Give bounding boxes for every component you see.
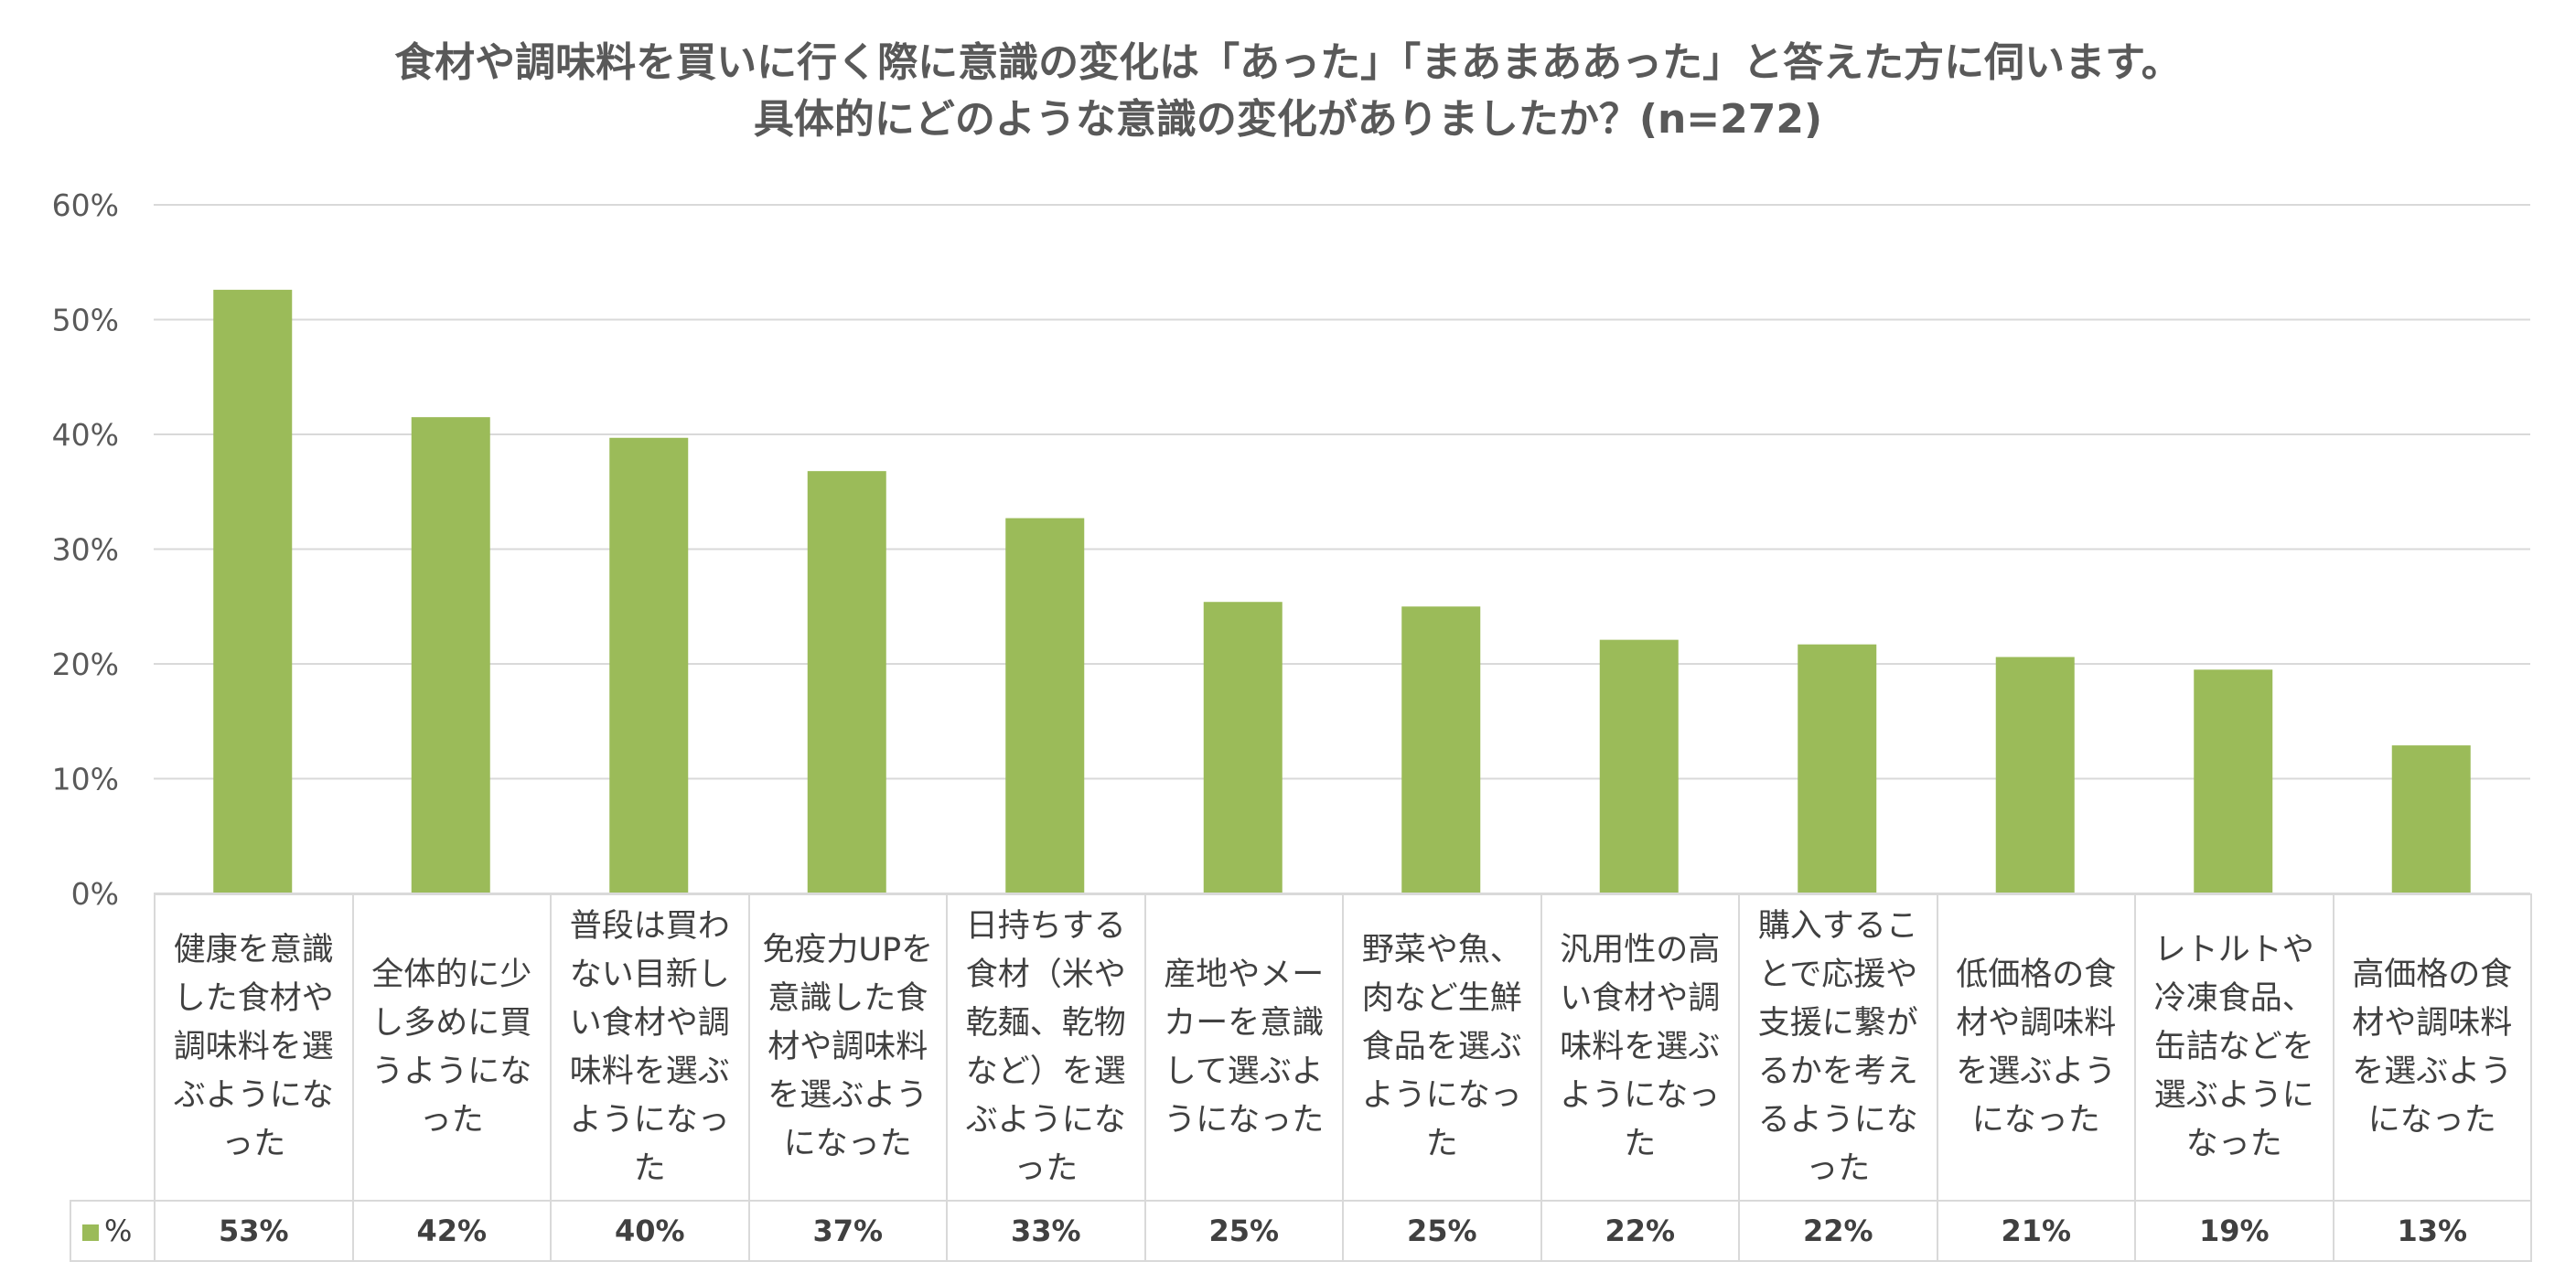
x-tick-label: 日持ちする食材（米や乾麺、乾物など）を選ぶようになった — [946, 893, 1146, 1202]
bar — [213, 289, 293, 893]
bar — [1401, 606, 1481, 893]
bar — [807, 471, 886, 893]
bar — [609, 437, 689, 893]
data-label: 40% — [550, 1200, 750, 1262]
bar — [2391, 745, 2471, 893]
data-label: 37% — [747, 1200, 948, 1262]
data-label: 53% — [154, 1200, 354, 1262]
x-tick-label: 免疫力UPを意識した食材や調味料を選ぶようになった — [747, 893, 948, 1202]
x-tick-label: 汎用性の高い食材や調味料を選ぶようになった — [1540, 893, 1740, 1202]
x-tick-label: 野菜や魚、肉など生鮮食品を選ぶようになった — [1342, 893, 1542, 1202]
bar — [411, 417, 490, 893]
legend-key — [82, 1224, 99, 1241]
data-label: 25% — [1342, 1200, 1542, 1262]
x-tick-label: レトルトや冷凍食品、缶詰などを選ぶようになった — [2134, 893, 2334, 1202]
bar — [1599, 639, 1679, 893]
x-tick-label: 産地やメーカーを意識して選ぶようになった — [1143, 893, 1344, 1202]
data-label: 13% — [2332, 1200, 2532, 1262]
legend-cell: % — [70, 1200, 156, 1262]
legend-label: % — [104, 1214, 133, 1248]
y-tick-label: 40% — [52, 417, 119, 453]
x-tick-label: 全体的に少し多めに買うようになった — [351, 893, 552, 1202]
bar — [1005, 518, 1085, 893]
value-row: % 53% 42% 40% 37% 33% 25% 25% 22% 22% 21% 19% 13% — [70, 1200, 2532, 1262]
x-tick-label: 購入することで応援や支援に繋がるかを考えるようになった — [1738, 893, 1938, 1202]
bar — [1995, 657, 2075, 893]
bar — [1798, 644, 1877, 893]
data-label: 42% — [351, 1200, 552, 1262]
y-tick-label: 20% — [52, 647, 119, 682]
x-tick-label: 普段は買わない目新しい食材や調味料を選ぶようになった — [550, 893, 750, 1202]
chart-title: 食材や調味料を買いに行く際に意識の変化は「あった」「まあまああった」と答えた方に… — [0, 35, 2576, 148]
data-label: 19% — [2134, 1200, 2334, 1262]
category-data-table: 健康を意識した食材や調味料を選ぶようになった 全体的に少し多めに買うようになった普… — [70, 893, 2532, 1262]
x-tick-label: 高価格の食材や調味料を選ぶようになった — [2332, 893, 2532, 1202]
chart-title-line-2: 具体的にどのような意識の変化がありましたか？(n=272) — [753, 96, 1823, 143]
data-label: 21% — [1936, 1200, 2136, 1262]
y-tick-label: 60% — [52, 187, 119, 223]
data-label: 25% — [1143, 1200, 1344, 1262]
data-label: 22% — [1540, 1200, 1740, 1262]
y-tick-label: 30% — [52, 532, 119, 568]
x-tick-label: 低価格の食材や調味料を選ぶようになった — [1936, 893, 2136, 1202]
data-label: 22% — [1738, 1200, 1938, 1262]
y-tick-label: 10% — [52, 762, 119, 797]
bar — [1203, 602, 1283, 893]
table-corner — [70, 894, 156, 1202]
y-tick-label: 50% — [52, 303, 119, 338]
bar — [2194, 669, 2273, 893]
category-row: 健康を意識した食材や調味料を選ぶようになった 全体的に少し多めに買うようになった普… — [70, 893, 2532, 1202]
x-tick-label: 健康を意識した食材や調味料を選ぶようになった — [154, 893, 354, 1202]
data-label: 33% — [946, 1200, 1146, 1262]
chart-title-line-1: 食材や調味料を買いに行く際に意識の変化は「あった」「まあまああった」と答えた方に… — [394, 39, 2182, 86]
